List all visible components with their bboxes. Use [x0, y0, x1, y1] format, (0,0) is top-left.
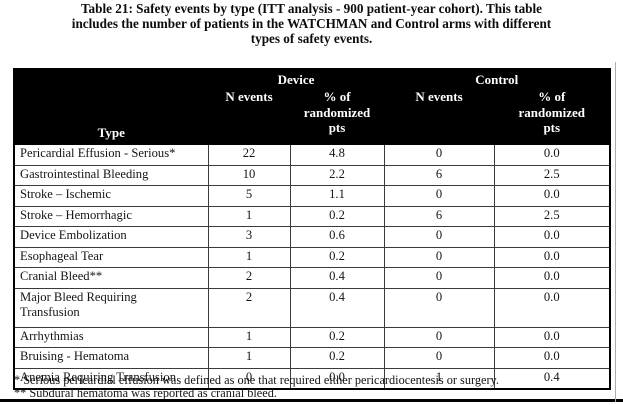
table-row: Esophageal Tear 1 0.2 0 0.0: [13, 246, 611, 268]
cell-control-n: 0: [383, 267, 495, 289]
cell-type: Cranial Bleed**: [13, 267, 209, 289]
cell-control-n: 6: [383, 164, 495, 186]
cell-type: Bruising - Hematoma: [13, 347, 209, 369]
scan-artifact-line: [615, 62, 616, 402]
footnote-subdural-hematoma: ** Subdural hematoma was reported as cra…: [14, 385, 277, 400]
cell-control-pct: 2.5: [493, 205, 611, 227]
cell-device-pct: 0.2: [289, 326, 385, 348]
cell-control-n: 0: [383, 185, 495, 207]
cell-control-n: 6: [383, 205, 495, 227]
col-header-device-pct-randomized: % of randomized pts: [289, 88, 385, 145]
table-row: Device Embolization 3 0.6 0 0.0: [13, 226, 611, 248]
table-row: Cranial Bleed** 2 0.4 0 0.0: [13, 267, 611, 289]
cell-control-pct: 0.4: [493, 367, 611, 390]
cell-control-pct: 0.0: [493, 226, 611, 248]
cell-control-pct: 0.0: [493, 326, 611, 348]
cell-control-pct: 0.0: [493, 267, 611, 289]
cell-type: Pericardial Effusion - Serious*: [13, 144, 209, 166]
cell-control-n: 0: [383, 287, 495, 328]
table-row: Bruising - Hematoma 1 0.2 0 0.0: [13, 347, 611, 369]
footnote-serious-effusion: * Serious pericardial effusion was defin…: [14, 373, 499, 387]
table-row: Gastrointestinal Bleeding 10 2.2 6 2.5: [13, 164, 611, 186]
caption-line-2: includes the number of patients in the W…: [71, 15, 552, 31]
bottom-border-line: [0, 399, 623, 402]
table-row: Pericardial Effusion - Serious* 22 4.8 0…: [13, 144, 611, 166]
table-caption: Table 21: Safety events by type (ITT ana…: [0, 1, 623, 46]
cell-type: Stroke – Ischemic: [13, 185, 209, 207]
col-header-control-pct-randomized: % of randomized pts: [493, 88, 611, 145]
table-header: Type Device Control N events % of random…: [13, 68, 611, 145]
safety-events-table: Type Device Control N events % of random…: [13, 68, 612, 390]
cell-type: Arrhythmias: [13, 326, 209, 348]
cell-type: Major Bleed Requiring Transfusion: [13, 287, 209, 328]
cell-type: Anemia Requiring Transfusion: [13, 367, 209, 390]
cell-control-pct: 0.0: [493, 144, 611, 166]
table-row: Major Bleed Requiring Transfusion 2 0.4 …: [13, 287, 611, 328]
cell-device-n: 5: [207, 185, 291, 207]
table-row: Stroke – Hemorrhagic 1 0.2 6 2.5: [13, 205, 611, 227]
col-header-device-n-events: N events: [207, 88, 291, 145]
cell-device-n: 1: [207, 205, 291, 227]
cell-device-pct: 4.8: [289, 144, 385, 166]
col-header-type: Type: [13, 68, 209, 145]
cell-device-n: 1: [207, 326, 291, 348]
cell-device-n: 0: [207, 367, 291, 390]
col-group-device: Device: [207, 68, 385, 89]
cell-device-pct: 2.2: [289, 164, 385, 186]
cell-control-pct: 0.0: [493, 185, 611, 207]
cell-control-pct: 0.0: [493, 246, 611, 268]
cell-type: Esophageal Tear: [13, 246, 209, 268]
cell-device-n: 1: [207, 246, 291, 268]
cell-control-n: 0: [383, 347, 495, 369]
caption-line-3: types of safety events.: [250, 30, 373, 46]
cell-type: Device Embolization: [13, 226, 209, 248]
cell-control-pct: 0.0: [493, 287, 611, 328]
cell-control-n: 0: [383, 144, 495, 166]
col-header-control-n-events: N events: [383, 88, 495, 145]
col-group-control: Control: [383, 68, 611, 89]
caption-line-1: Table 21: Safety events by type (ITT ana…: [80, 1, 543, 16]
cell-control-n: 0: [383, 326, 495, 348]
header-group-row: Type Device Control: [13, 68, 611, 145]
cell-device-pct: 0.4: [289, 287, 385, 328]
cell-device-pct: 1.1: [289, 185, 385, 207]
table-body: Pericardial Effusion - Serious* 22 4.8 0…: [13, 144, 611, 390]
cell-device-pct: 0.2: [289, 205, 385, 227]
cell-device-pct: 0.4: [289, 267, 385, 289]
table-row: Stroke – Ischemic 5 1.1 0 0.0: [13, 185, 611, 207]
cell-device-n: 22: [207, 144, 291, 166]
cell-device-n: 2: [207, 287, 291, 328]
cell-device-n: 3: [207, 226, 291, 248]
table-row: Anemia Requiring Transfusion 0 0.0 1 0.4: [13, 367, 611, 390]
header-sub-row: N events % of randomized pts N events % …: [14, 88, 611, 145]
cell-control-n: 1: [383, 367, 495, 390]
table-row: Arrhythmias 1 0.2 0 0.0: [13, 326, 611, 348]
cell-device-n: 2: [207, 267, 291, 289]
cell-device-pct: 0.6: [289, 226, 385, 248]
cell-type: Stroke – Hemorrhagic: [13, 205, 209, 227]
cell-control-pct: 0.0: [493, 347, 611, 369]
footnotes: * Serious pericardial effusion was defin…: [14, 374, 499, 399]
cell-control-n: 0: [383, 226, 495, 248]
cell-control-pct: 2.5: [493, 164, 611, 186]
cell-device-n: 1: [207, 347, 291, 369]
cell-device-pct: 0.2: [289, 246, 385, 268]
cell-device-pct: 0.2: [289, 347, 385, 369]
cell-control-n: 0: [383, 246, 495, 268]
cell-type: Gastrointestinal Bleeding: [13, 164, 209, 186]
cell-device-n: 10: [207, 164, 291, 186]
